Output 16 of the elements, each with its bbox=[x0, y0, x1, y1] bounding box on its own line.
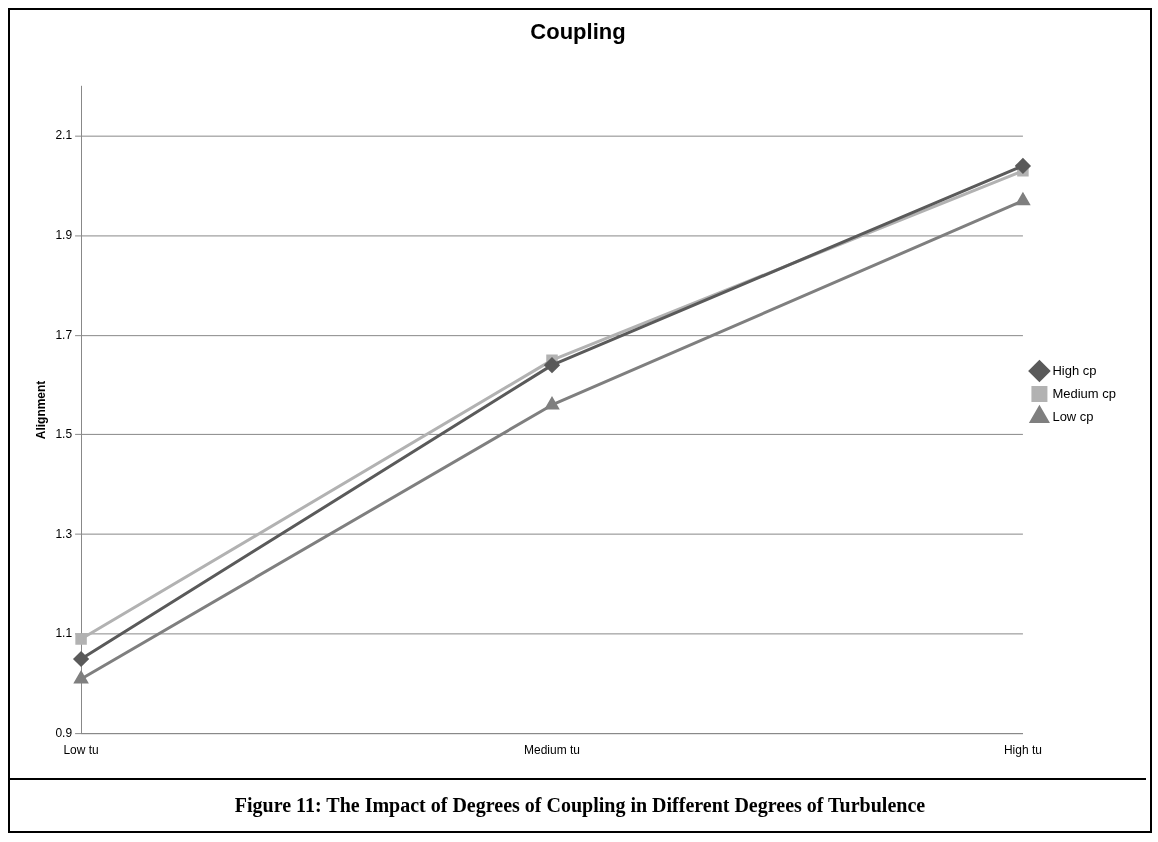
y-tick-label: 1.9 bbox=[55, 227, 73, 242]
y-axis-title: Alignment bbox=[33, 380, 48, 440]
y-tick-label: 0.9 bbox=[55, 726, 73, 741]
y-tick-label: 1.1 bbox=[55, 626, 73, 641]
caption: Figure 11: The Impact of Degrees of Coupling in Different Degrees of Turbulence bbox=[233, 793, 927, 819]
y-tick-label: 2.1 bbox=[55, 128, 73, 143]
y-tick-label: 1.5 bbox=[55, 427, 73, 442]
chart-title: Coupling bbox=[530, 19, 626, 45]
legend-label: Low cp bbox=[1052, 408, 1094, 424]
legend-label: High cp bbox=[1052, 362, 1097, 378]
y-tick-label: 1.7 bbox=[55, 327, 73, 342]
legend-label: Medium cp bbox=[1052, 385, 1116, 401]
y-tick-label: 1.3 bbox=[55, 526, 73, 541]
x-tick-label: Medium tu bbox=[524, 743, 580, 758]
x-tick-label: Low tu bbox=[63, 743, 99, 758]
x-tick-label: High tu bbox=[1003, 743, 1042, 758]
